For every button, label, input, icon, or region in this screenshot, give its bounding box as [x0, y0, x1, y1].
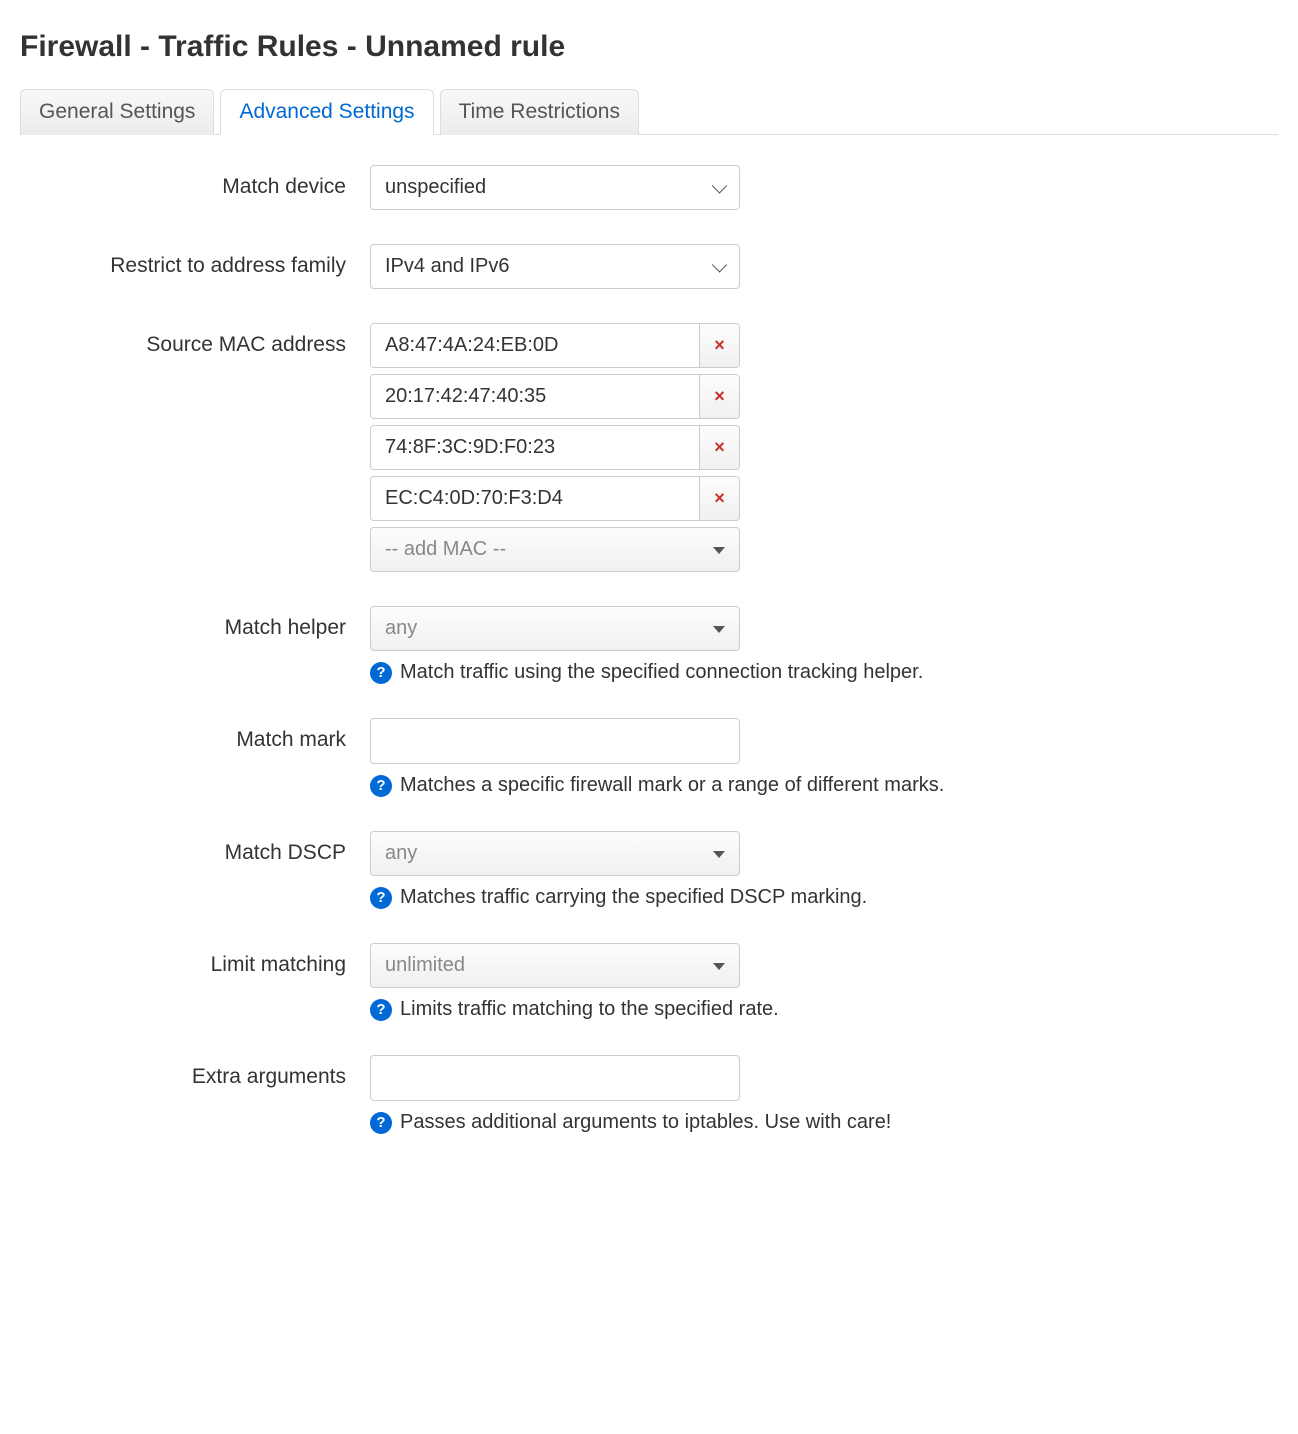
row-source-mac: Source MAC address × × × × -- add MAC -- [20, 323, 1278, 572]
mac-input[interactable] [371, 324, 699, 367]
row-match-device: Match device unspecified [20, 165, 1278, 210]
hint-match-helper: ? Match traffic using the specified conn… [370, 661, 1278, 684]
mac-entry: × [370, 374, 740, 419]
hint-extra-arguments: ? Passes additional arguments to iptable… [370, 1111, 1278, 1134]
mac-entry: × [370, 323, 740, 368]
hint-text: Matches traffic carrying the specified D… [400, 886, 867, 909]
remove-mac-button[interactable]: × [699, 426, 739, 469]
select-address-family[interactable]: IPv4 and IPv6 [370, 244, 740, 289]
label-source-mac: Source MAC address [20, 323, 370, 357]
help-icon: ? [370, 887, 392, 909]
label-extra-arguments: Extra arguments [20, 1055, 370, 1089]
hint-text: Passes additional arguments to iptables.… [400, 1111, 891, 1134]
label-limit-matching: Limit matching [20, 943, 370, 977]
mac-entry: × [370, 476, 740, 521]
help-icon: ? [370, 1112, 392, 1134]
input-extra-arguments[interactable] [370, 1055, 740, 1101]
help-icon: ? [370, 662, 392, 684]
remove-mac-button[interactable]: × [699, 375, 739, 418]
hint-text: Limits traffic matching to the specified… [400, 998, 779, 1021]
help-icon: ? [370, 999, 392, 1021]
select-match-dscp[interactable]: any [370, 831, 740, 876]
row-address-family: Restrict to address family IPv4 and IPv6 [20, 244, 1278, 289]
remove-mac-button[interactable]: × [699, 324, 739, 367]
help-icon: ? [370, 775, 392, 797]
input-match-mark[interactable] [370, 718, 740, 764]
row-match-helper: Match helper any ? Match traffic using t… [20, 606, 1278, 684]
row-limit-matching: Limit matching unlimited ? Limits traffi… [20, 943, 1278, 1021]
hint-match-dscp: ? Matches traffic carrying the specified… [370, 886, 1278, 909]
mac-input[interactable] [371, 375, 699, 418]
label-match-helper: Match helper [20, 606, 370, 640]
page-title: Firewall - Traffic Rules - Unnamed rule [20, 30, 1278, 64]
tab-general-settings[interactable]: General Settings [20, 89, 214, 135]
add-mac-dropdown[interactable]: -- add MAC -- [370, 527, 740, 572]
select-match-helper[interactable]: any [370, 606, 740, 651]
label-match-mark: Match mark [20, 718, 370, 752]
row-match-dscp: Match DSCP any ? Matches traffic carryin… [20, 831, 1278, 909]
mac-entry: × [370, 425, 740, 470]
mac-list: × × × × [370, 323, 1278, 521]
hint-text: Match traffic using the specified connec… [400, 661, 923, 684]
mac-input[interactable] [371, 477, 699, 520]
tabs: General Settings Advanced Settings Time … [20, 88, 1278, 135]
label-match-dscp: Match DSCP [20, 831, 370, 865]
label-address-family: Restrict to address family [20, 244, 370, 278]
select-limit-matching[interactable]: unlimited [370, 943, 740, 988]
select-match-device[interactable]: unspecified [370, 165, 740, 210]
hint-limit-matching: ? Limits traffic matching to the specifi… [370, 998, 1278, 1021]
label-match-device: Match device [20, 165, 370, 199]
remove-mac-button[interactable]: × [699, 477, 739, 520]
tab-advanced-settings[interactable]: Advanced Settings [220, 89, 433, 135]
row-extra-arguments: Extra arguments ? Passes additional argu… [20, 1055, 1278, 1134]
hint-text: Matches a specific firewall mark or a ra… [400, 774, 944, 797]
row-match-mark: Match mark ? Matches a specific firewall… [20, 718, 1278, 797]
tab-time-restrictions[interactable]: Time Restrictions [440, 89, 639, 135]
hint-match-mark: ? Matches a specific firewall mark or a … [370, 774, 1278, 797]
mac-input[interactable] [371, 426, 699, 469]
